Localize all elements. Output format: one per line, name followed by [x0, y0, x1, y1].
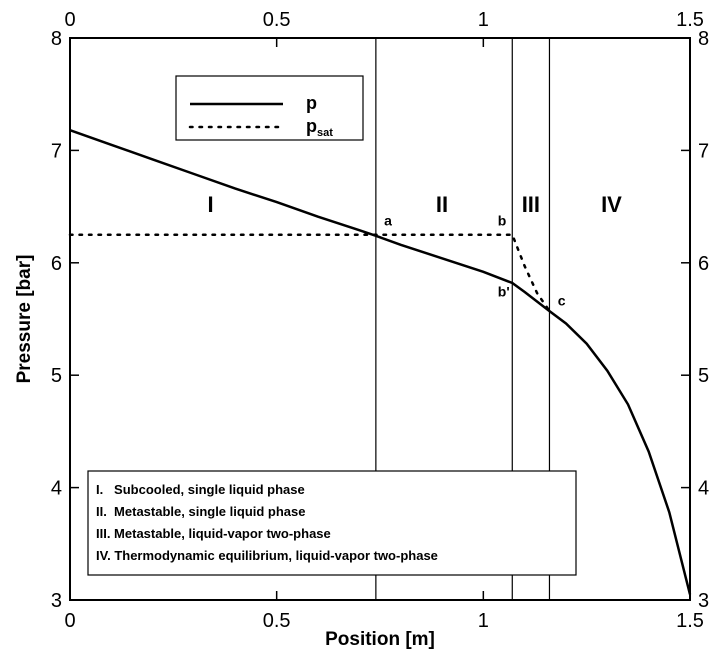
region-labels: I II III IV — [207, 192, 622, 217]
region-label: III — [522, 192, 540, 217]
y-tick-label-right: 3 — [698, 590, 709, 612]
x-tick-label: 0 — [64, 610, 75, 632]
y-tick-label: 7 — [51, 140, 62, 162]
point-label: b' — [498, 284, 510, 300]
y-tick-label-right: 6 — [698, 253, 709, 275]
y-tick-label: 5 — [51, 365, 62, 387]
region-key-item: I. Subcooled, single liquid phase — [96, 482, 305, 497]
x-tick-label-top: 1.5 — [676, 9, 704, 31]
y-tick-label-right: 7 — [698, 140, 709, 162]
x-tick-label-top: 0 — [64, 9, 75, 31]
x-tick-label: 0.5 — [263, 610, 291, 632]
legend-box — [175, 75, 364, 141]
y-tick-label: 8 — [51, 28, 62, 50]
legend-label-p: p — [306, 93, 317, 113]
legend-label-psat-main: p — [306, 116, 317, 136]
point-label: a — [384, 213, 392, 229]
y-tick-label: 4 — [51, 478, 62, 500]
legend-label-psat: psat — [306, 116, 333, 139]
x-tick-label: 1.5 — [676, 610, 704, 632]
x-axis-title: Position [m] — [325, 629, 435, 650]
x-tick-label-top: 1 — [478, 9, 489, 31]
region-key-item: IV. Thermodynamic equilibrium, liquid-va… — [96, 548, 438, 563]
y-tick-label-right: 4 — [698, 478, 709, 500]
region-label: IV — [601, 192, 622, 217]
region-key-box — [87, 470, 577, 576]
y-tick-label: 3 — [51, 590, 62, 612]
region-key: I. Subcooled, single liquid phase II. Me… — [87, 470, 577, 576]
data-series — [68, 129, 692, 595]
point-label: b — [498, 213, 507, 229]
point-label: c — [558, 293, 566, 309]
region-key-item: II. Metastable, single liquid phase — [96, 504, 306, 519]
point-labels: a b b' c — [384, 213, 566, 309]
region-label: II — [436, 192, 448, 217]
x-tick-label: 1 — [478, 610, 489, 632]
x-tick-label-top: 0.5 — [263, 9, 291, 31]
region-label: I — [207, 192, 213, 217]
legend-label-psat-sub: sat — [317, 127, 333, 139]
series-line-psat — [68, 233, 551, 313]
y-tick-label-right: 8 — [698, 28, 709, 50]
plot-frame — [69, 37, 691, 601]
y-axis-title: Pressure [bar] — [14, 255, 35, 384]
region-key-item: III. Metastable, liquid-vapor two-phase — [96, 526, 331, 541]
legend: p psat — [175, 75, 364, 141]
y-tick-label-right: 5 — [698, 365, 709, 387]
y-tick-label: 6 — [51, 253, 62, 275]
series-line-p — [69, 129, 692, 595]
